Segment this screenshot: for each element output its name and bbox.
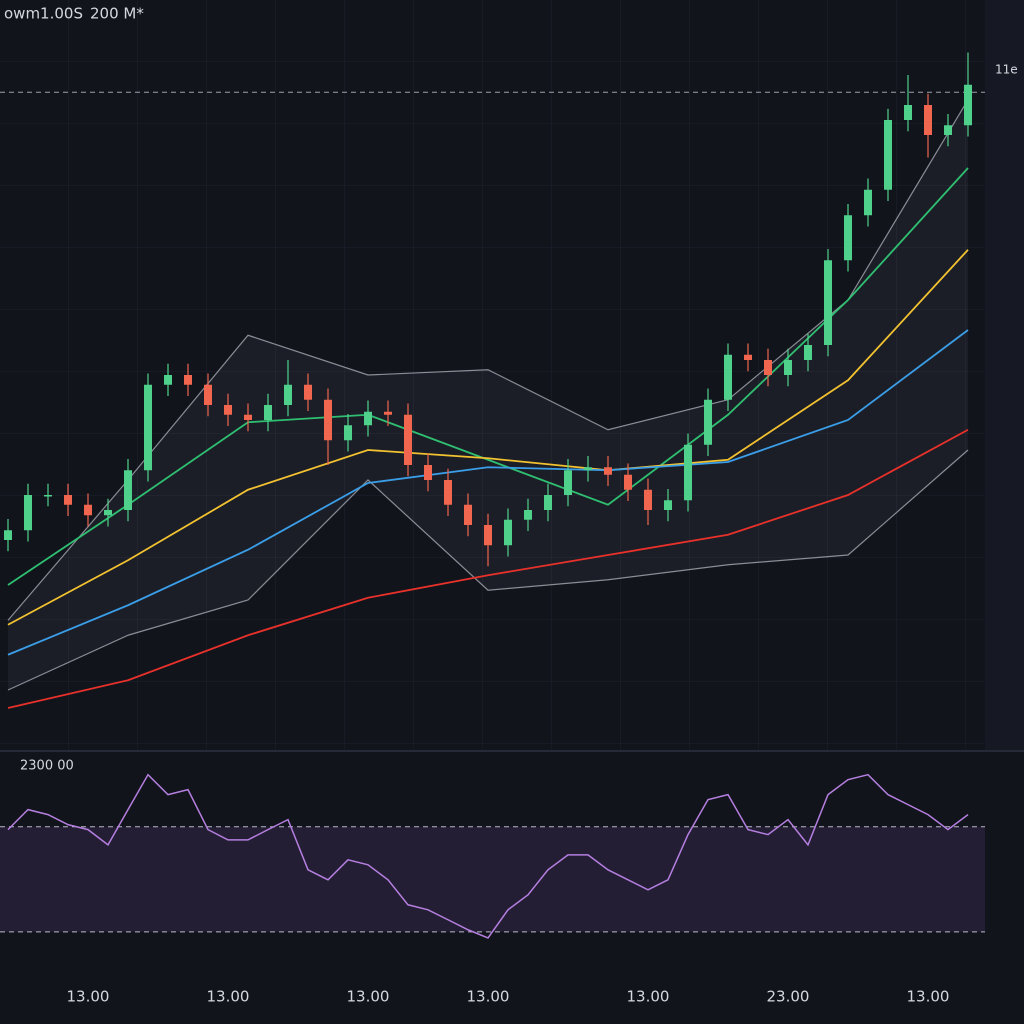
candle-body [424,465,432,480]
band-fill [8,99,968,690]
moving-average [7,428,969,709]
candle-body [104,510,112,516]
candle-body [504,519,512,546]
candle-body [564,470,572,495]
candle-body [584,467,592,471]
x-tick-label: 13.00 [347,988,390,1006]
moving-average [7,329,969,656]
rsi-line [7,773,969,939]
chart-subtitle: 200 M* [90,5,144,23]
candle-body [924,105,932,135]
candle-body [324,399,332,441]
candle-body [684,444,692,501]
candle-body [404,414,412,465]
candle-body [384,411,392,415]
candle-body [4,530,12,540]
price-label: 11e [995,63,1018,77]
moving-average [7,249,969,626]
candle-body [84,504,92,516]
x-tick-label: 13.00 [627,988,670,1006]
candle-body [124,470,132,510]
candle-body [164,375,172,385]
candle-body [184,375,192,385]
band-lower [7,449,969,691]
candle-body [704,399,712,445]
candle-body [904,105,912,120]
candle-body [804,345,812,360]
candle-body [304,384,312,400]
candle-body [964,84,972,126]
x-tick-label: 13.00 [907,988,950,1006]
candle-body [264,405,272,420]
x-tick-label: 13.00 [67,988,110,1006]
candle-body [44,495,52,497]
candle-body [144,384,152,471]
candle-body [244,414,252,420]
candle-body [664,500,672,510]
candle-body [204,384,212,405]
plot: 13.00 13.00 13.00 13.00 13.00 23.00 13.00 [0,52,985,1006]
candle-body [364,411,372,426]
candle-body [644,489,652,510]
price-axis [985,0,1024,750]
candle-body [864,189,872,216]
candle-body [844,215,852,261]
candle-body [544,495,552,510]
chart-title: owm1.00S [4,5,83,23]
candle-body [224,405,232,415]
rsi-zone [0,826,985,932]
candle-body [724,354,732,400]
candle-body [464,504,472,525]
rsi-title: 2300 00 [20,759,74,774]
candle-body [284,384,292,405]
candle-body [784,360,792,375]
candle-body [444,480,452,505]
candle-body [344,425,352,441]
candle-body [624,474,632,490]
candle-body [524,510,532,520]
separator [0,750,1024,752]
candle-body [884,120,892,190]
candle-body [484,525,492,546]
candle-body [64,495,72,505]
candle-body [824,260,832,345]
candle-body [24,495,32,531]
x-tick-label: 13.00 [467,988,510,1006]
candle-body [744,354,752,360]
x-tick-label: 23.00 [767,988,810,1006]
band-upper [7,99,969,621]
candle-body [764,360,772,375]
candle-body [944,125,952,135]
candle-body [604,467,612,475]
x-tick-label: 13.00 [207,988,250,1006]
